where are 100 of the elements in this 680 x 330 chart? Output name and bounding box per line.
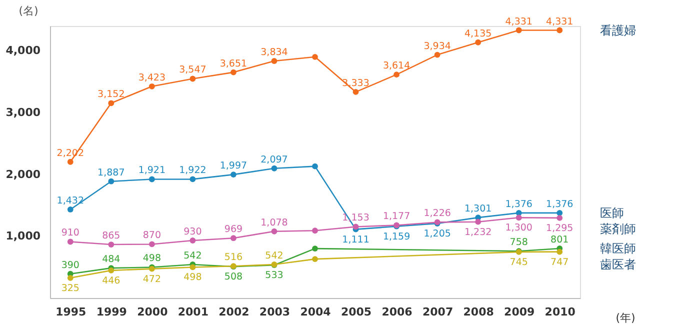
data-label: 3,834 [260,46,288,58]
point [556,210,563,216]
data-label: 542 [184,250,202,262]
x-tick-label: 2010 [544,306,576,318]
point [190,264,196,270]
x-tick-label: 2005 [340,306,372,318]
data-label: 1,376 [505,198,532,210]
data-label: 910 [61,228,80,239]
point [394,72,400,78]
point [67,274,74,281]
data-label: 4,331 [505,16,532,28]
point [148,83,155,90]
data-label: 1,111 [342,234,370,246]
point [67,206,74,212]
data-label: 472 [142,274,161,285]
x-tick-label: 1995 [56,306,86,318]
data-label: 865 [102,230,120,242]
x-tick-label: 2001 [178,306,209,318]
x-tick-label: 2003 [259,306,290,318]
point [271,228,278,234]
point [230,235,236,242]
data-label: 969 [224,224,243,236]
point [271,58,278,64]
data-label: 758 [510,237,528,248]
data-label: 542 [265,250,284,262]
y-tick-label: 3,000 [6,106,41,120]
data-label: 4,331 [546,16,574,28]
data-label: 747 [550,256,569,268]
point [352,89,359,95]
point [556,214,563,221]
point [148,241,155,248]
data-label: 1,300 [505,222,532,234]
data-label: 1,997 [220,160,248,172]
data-label: 3,152 [98,89,125,100]
text: 歯医者 [600,257,636,272]
data-label: 801 [550,234,569,246]
point [312,54,318,60]
point [230,69,236,76]
y-axis-title: (名) [18,4,38,18]
point [190,176,196,182]
data-label: 870 [142,230,161,242]
x-tick-label: 2002 [218,306,250,318]
data-label: 3,651 [220,58,248,70]
point [312,246,318,252]
point [352,224,359,230]
data-label: 1,432 [56,195,84,206]
y-tick-label: 4,000 [6,44,41,58]
data-label: 1,887 [98,167,125,178]
y-tick-label: 1,000 [6,230,41,243]
point [67,158,74,165]
data-label: 1,159 [382,231,410,242]
data-label: 3,934 [424,40,451,52]
data-label: 1,078 [260,217,288,228]
data-label: 4,135 [464,28,492,40]
data-label: 3,614 [382,60,410,72]
data-label: 1,376 [546,198,574,210]
point [556,27,563,34]
point [148,176,155,182]
x-tick-label: 2007 [422,306,454,318]
data-label: 3,423 [138,72,166,84]
data-label: 1,177 [382,211,410,222]
data-label: 533 [265,270,284,282]
text: 医師 [600,206,624,220]
text: 韓医師 [600,241,636,256]
x-tick-label: 2006 [382,306,413,318]
text: 薬剤師 [600,222,636,236]
point [475,218,482,225]
point [556,248,563,255]
point [475,39,482,46]
data-label: 930 [184,226,202,238]
data-label: 484 [102,254,120,266]
point [516,214,522,221]
point [108,242,114,248]
point [312,228,318,234]
data-label: 325 [61,282,80,294]
data-label: 2,097 [260,154,288,166]
data-label: 516 [224,252,243,264]
y-tick-label: 2,000 [6,168,41,181]
x-tick-label: 1999 [96,306,127,318]
x-axis-title: (年) [616,312,636,324]
data-label: 498 [142,253,161,264]
data-label: 1,922 [179,165,206,176]
data-label: 1,232 [464,226,492,238]
x-tick-label: 2004 [300,306,332,318]
data-label: 3,547 [179,64,206,76]
data-label: 1,301 [464,204,492,215]
point [271,165,278,172]
x-tick-label: 2009 [504,306,535,318]
point [434,52,440,58]
point [190,76,196,82]
point [108,100,114,106]
x-tick-label: 2008 [463,306,494,318]
text: 看護婦 [600,23,636,38]
data-label: 745 [510,256,528,268]
point [108,178,114,184]
data-label: 1,921 [138,165,166,176]
point [67,238,74,245]
data-label: 508 [224,272,243,283]
point [312,163,318,170]
data-label: 1,205 [424,228,451,240]
